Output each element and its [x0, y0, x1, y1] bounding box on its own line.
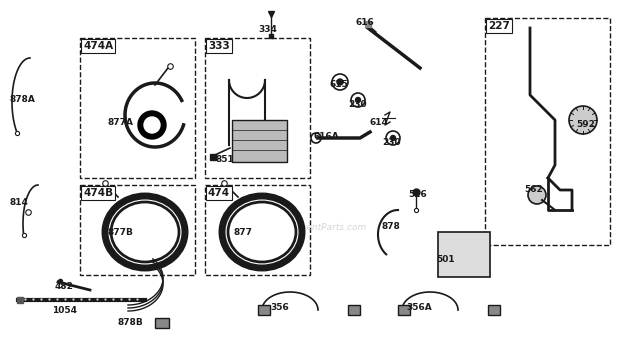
Bar	[205, 185, 310, 275]
Text: 526: 526	[408, 190, 427, 199]
Bar	[488, 305, 500, 315]
Text: 851: 851	[215, 155, 234, 164]
Text: 616A: 616A	[313, 132, 339, 141]
Text: 356: 356	[270, 303, 289, 312]
Bar	[155, 318, 169, 328]
Bar	[258, 305, 270, 315]
Text: 1054: 1054	[52, 306, 77, 315]
Text: 878: 878	[382, 222, 401, 231]
Text: 615: 615	[330, 80, 348, 89]
Text: 501: 501	[436, 255, 454, 264]
Ellipse shape	[111, 202, 179, 262]
Text: 878A: 878A	[10, 95, 36, 104]
Text: 877: 877	[233, 228, 252, 237]
Text: 474A: 474A	[83, 41, 113, 51]
Text: 230: 230	[382, 138, 401, 147]
Text: 877B: 877B	[108, 228, 134, 237]
Text: 878B: 878B	[118, 318, 144, 327]
Text: 227: 227	[488, 21, 510, 31]
Text: 474B: 474B	[83, 188, 113, 198]
Circle shape	[528, 186, 546, 204]
Text: 230: 230	[348, 100, 366, 109]
Text: 814: 814	[10, 198, 29, 207]
Text: 334: 334	[258, 25, 277, 34]
Bar	[348, 305, 360, 315]
Circle shape	[355, 97, 360, 102]
Bar	[205, 38, 310, 178]
Circle shape	[569, 106, 597, 134]
Text: 482: 482	[55, 282, 74, 291]
Circle shape	[138, 111, 166, 139]
Text: 474: 474	[208, 188, 230, 198]
Ellipse shape	[228, 202, 296, 262]
Circle shape	[144, 117, 160, 133]
Bar	[438, 232, 490, 277]
Circle shape	[391, 136, 396, 141]
Text: 356A: 356A	[406, 303, 432, 312]
Circle shape	[337, 79, 343, 85]
Text: 877A: 877A	[108, 118, 134, 127]
Text: 562: 562	[524, 185, 542, 194]
Bar	[485, 18, 610, 245]
Text: 333: 333	[208, 41, 230, 51]
Text: e-ReplacementParts.com: e-ReplacementParts.com	[254, 223, 366, 233]
Bar	[398, 305, 410, 315]
Bar	[80, 185, 195, 275]
Bar	[80, 38, 195, 178]
Text: 592: 592	[576, 120, 595, 129]
Text: 616: 616	[355, 18, 374, 27]
Circle shape	[143, 116, 161, 134]
Bar	[232, 120, 287, 162]
Circle shape	[140, 114, 164, 137]
Text: 614: 614	[370, 118, 389, 127]
